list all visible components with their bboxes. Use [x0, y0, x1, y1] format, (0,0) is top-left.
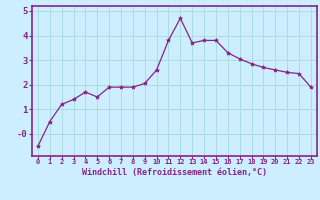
X-axis label: Windchill (Refroidissement éolien,°C): Windchill (Refroidissement éolien,°C) [82, 168, 267, 177]
